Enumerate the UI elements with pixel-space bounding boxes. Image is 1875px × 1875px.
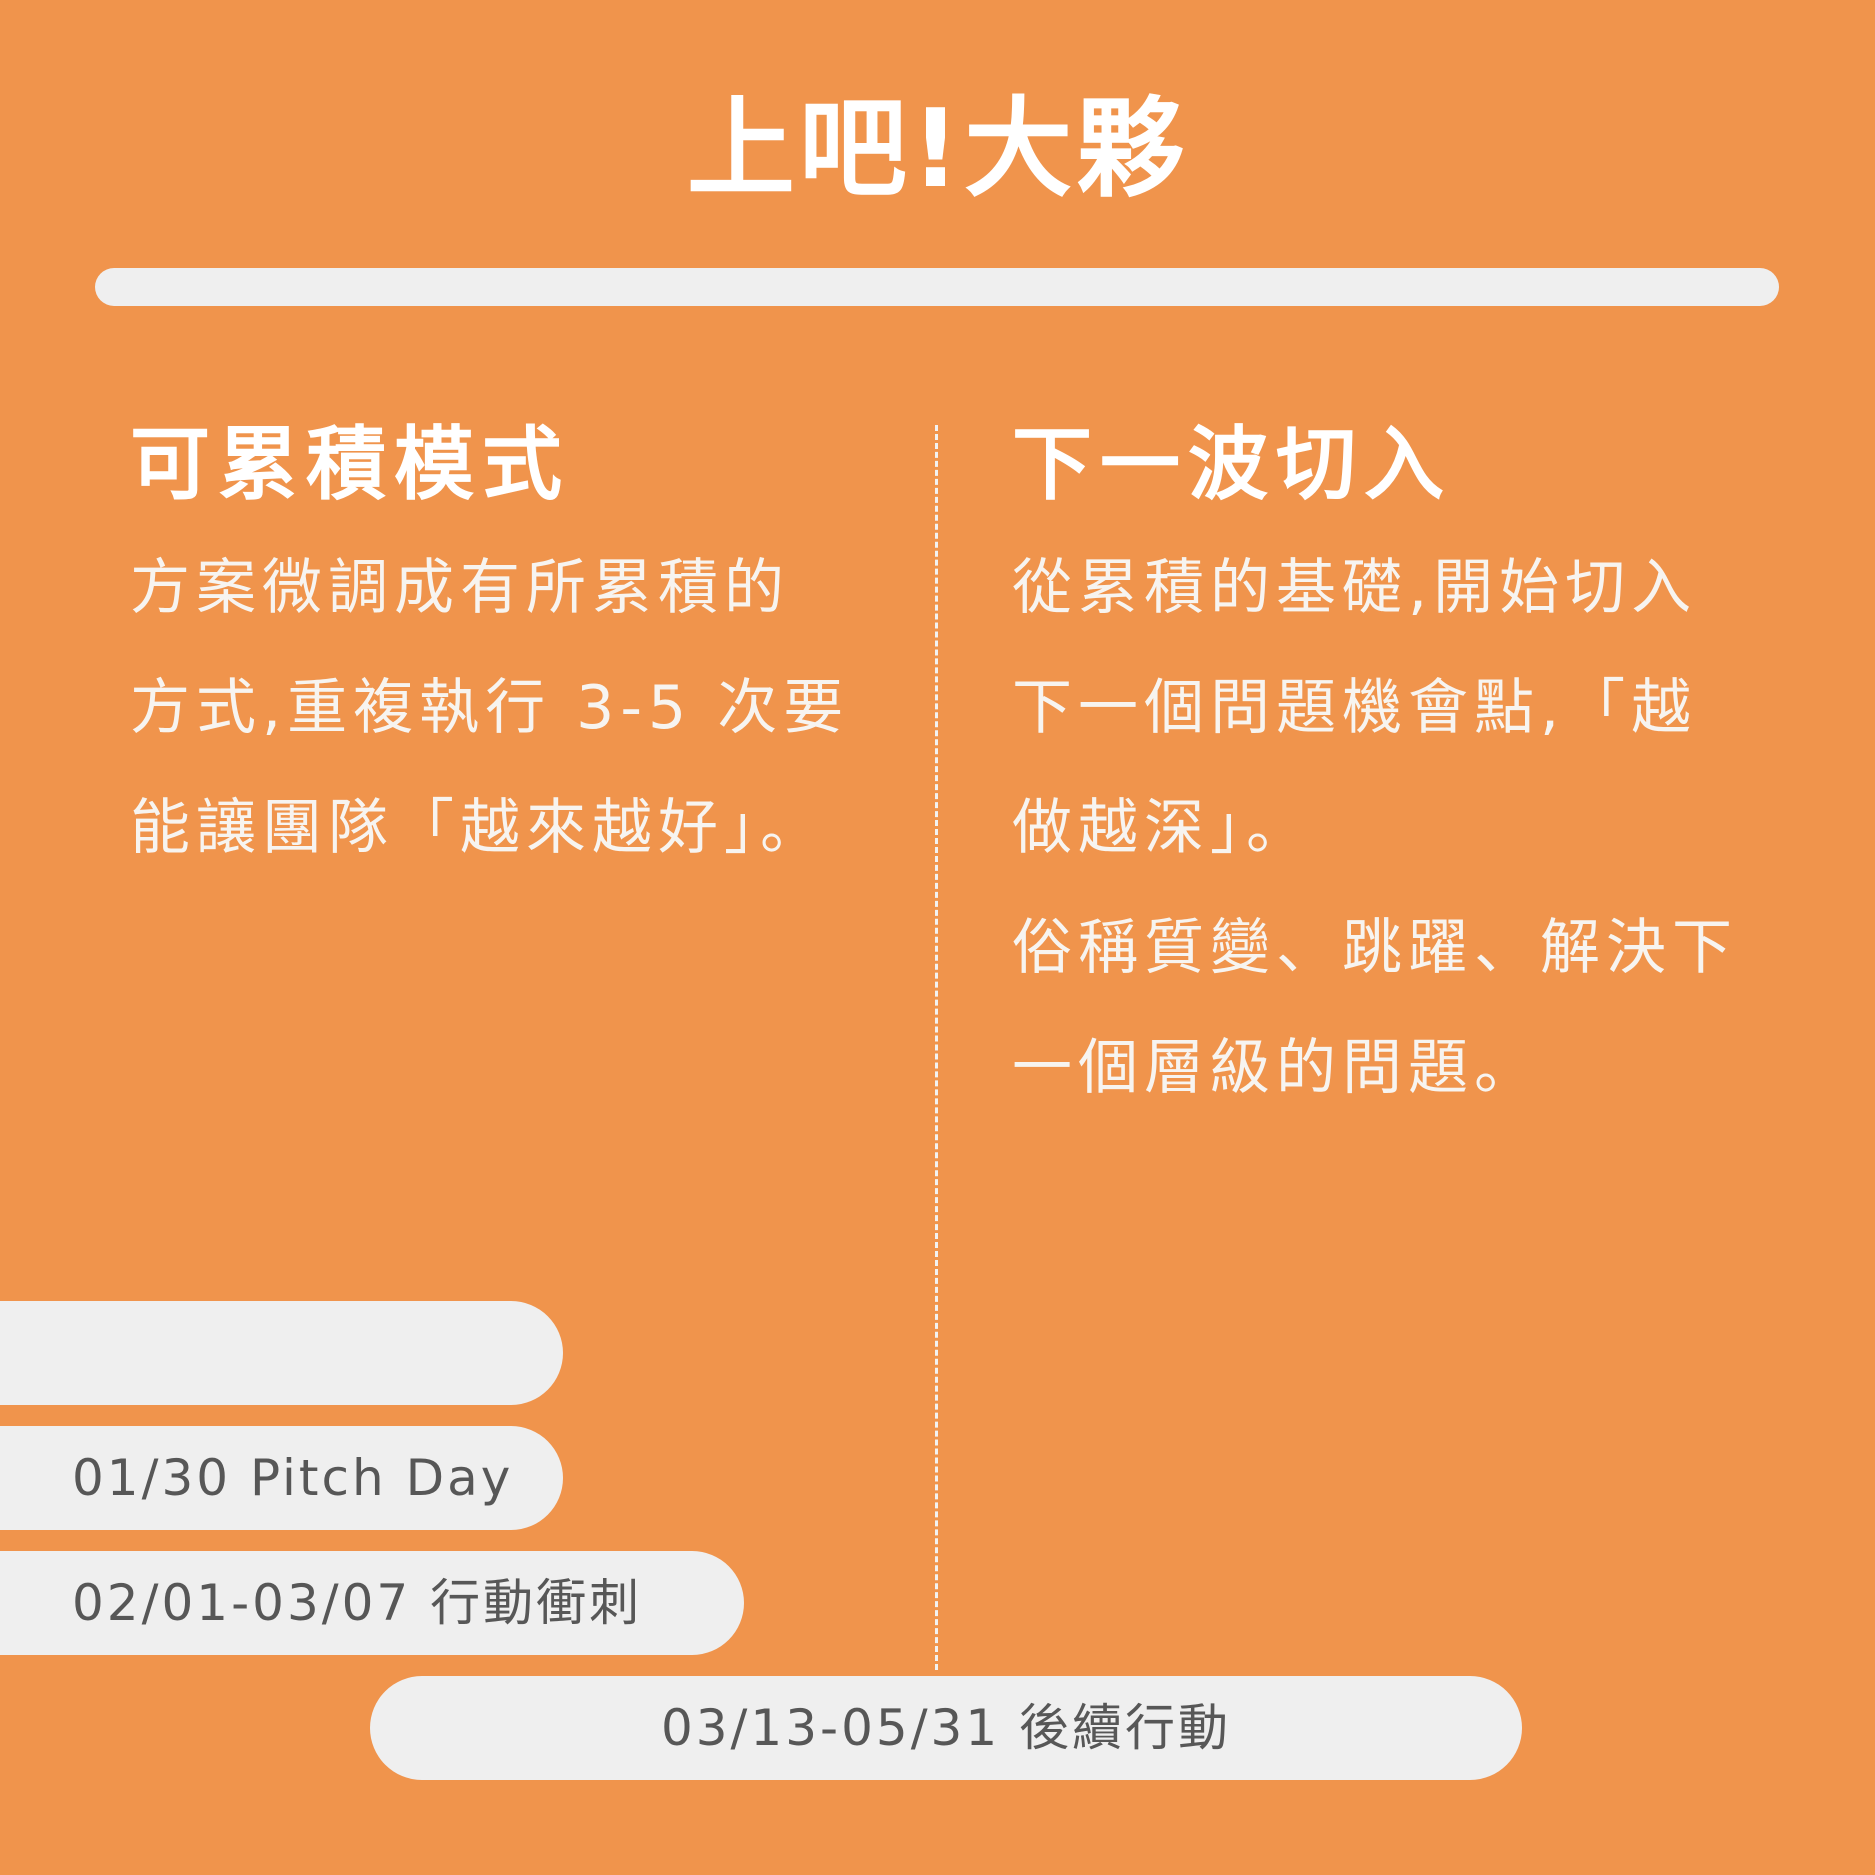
timeline-pill-empty bbox=[0, 1301, 563, 1405]
right-column-line: 從累積的基礎,開始切入 bbox=[1012, 553, 1698, 623]
left-column-line: 方式,重複執行 3-5 次要 bbox=[130, 673, 850, 743]
left-column-heading: 可累積模式 bbox=[130, 418, 570, 511]
right-column-line: 做越深」。 bbox=[1012, 793, 1312, 863]
left-column-line: 能讓團隊「越來越好」。 bbox=[130, 793, 826, 863]
timeline-pill-pitch-day: 01/30 Pitch Day bbox=[0, 1426, 563, 1530]
timeline-pill-action-sprint: 02/01-03/07 行動衝刺 bbox=[0, 1551, 744, 1655]
left-column-line: 方案微調成有所累積的 bbox=[130, 553, 790, 623]
timeline-pill-follow-up: 03/13-05/31 後續行動 bbox=[370, 1676, 1522, 1780]
right-column-heading: 下一波切入 bbox=[1012, 418, 1452, 511]
right-column: 下一波切入 從累積的基礎,開始切入 下一個問題機會點,「越 做越深」。 俗稱質變… bbox=[1012, 410, 1772, 1128]
title-underline-bar bbox=[95, 268, 1779, 306]
right-column-line: 俗稱質變、跳躍、解決下 bbox=[1012, 913, 1738, 983]
column-divider bbox=[935, 425, 938, 1670]
right-column-line: 一個層級的問題。 bbox=[1012, 1033, 1540, 1103]
left-column: 可累積模式 方案微調成有所累積的 方式,重複執行 3-5 次要 能讓團隊「越來越… bbox=[130, 410, 890, 888]
right-column-line: 下一個問題機會點,「越 bbox=[1012, 673, 1698, 743]
page-title: 上吧!大夥 bbox=[686, 87, 1189, 212]
